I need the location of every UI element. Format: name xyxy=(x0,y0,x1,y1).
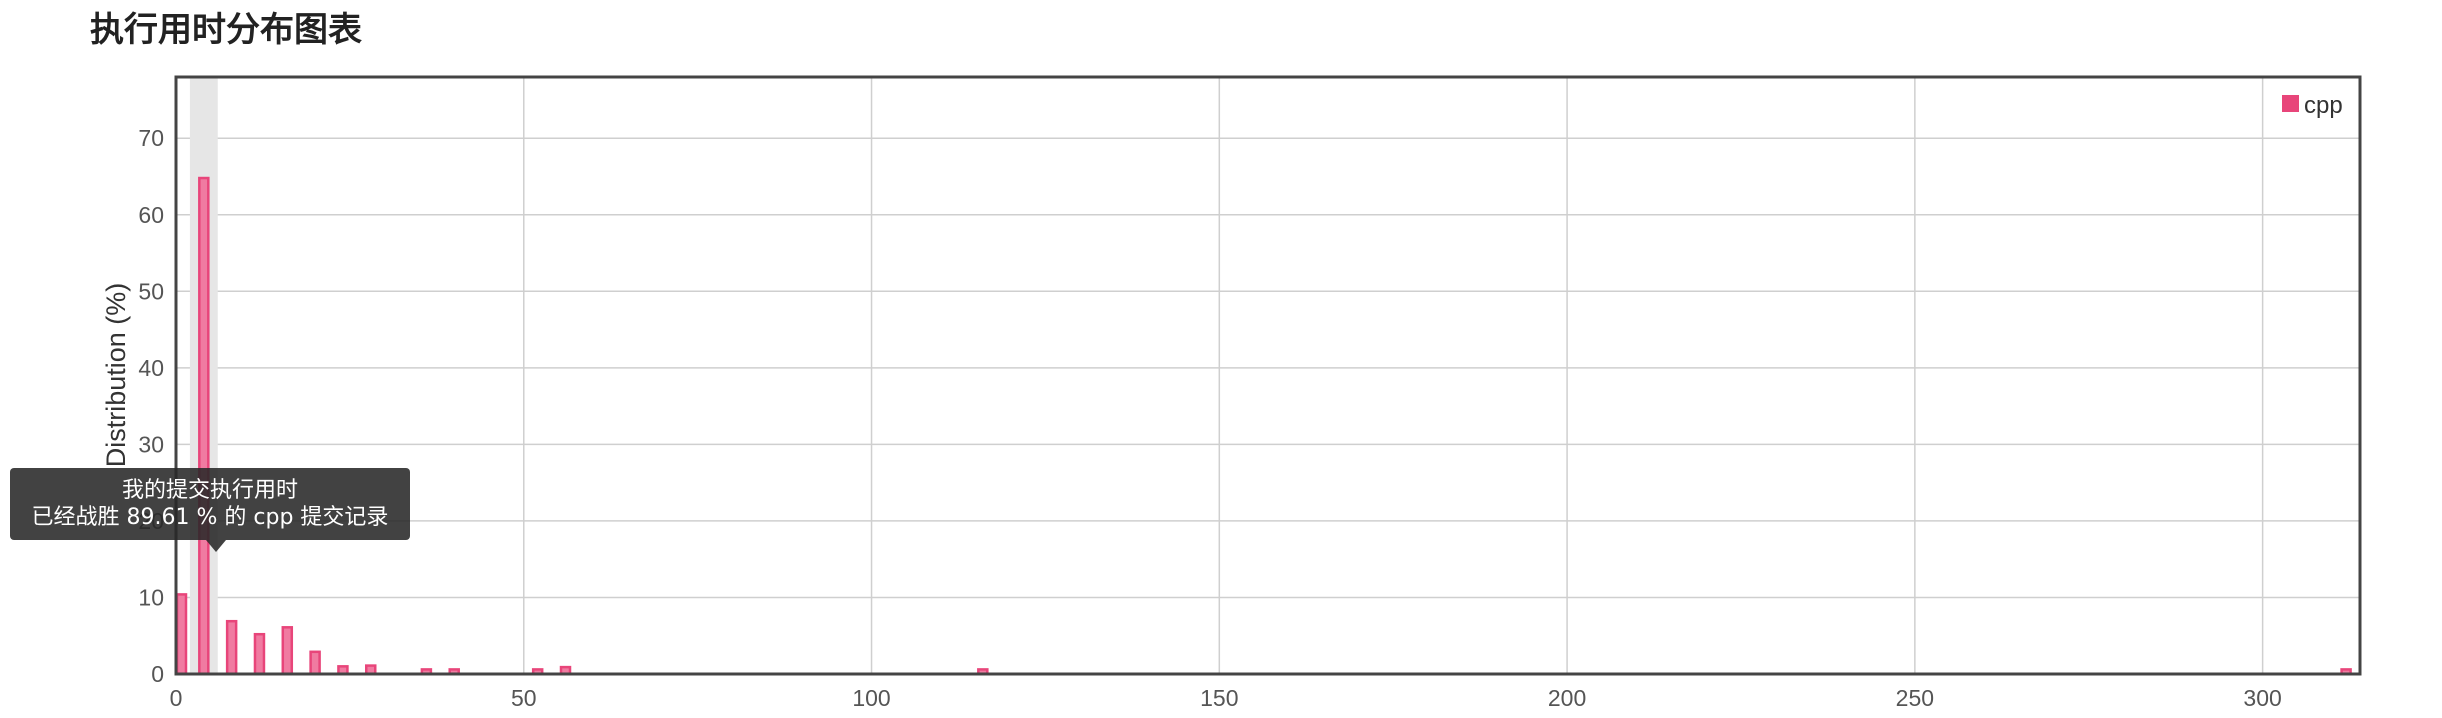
submission-tooltip: 我的提交执行用时 已经战胜 89.61 % 的 cpp 提交记录 xyxy=(10,468,410,552)
x-tick-label-2: 100 xyxy=(852,685,890,711)
y-tick-label-4: 40 xyxy=(138,355,164,381)
x-tick-label-1: 50 xyxy=(511,685,537,711)
tooltip-line-1: 我的提交执行用时 xyxy=(121,478,298,503)
x-tick-label-0: 0 xyxy=(170,685,183,711)
tooltip-line-2: 已经战胜 89.61 % 的 cpp 提交记录 xyxy=(31,505,389,530)
chart-grid xyxy=(176,77,2360,674)
bar-20[interactable] xyxy=(309,650,321,676)
y-tick-label-7: 70 xyxy=(138,125,164,151)
y-tick-label-3: 30 xyxy=(138,431,164,457)
legend-label-cpp: cpp xyxy=(2304,92,2343,119)
bar-4[interactable] xyxy=(198,176,210,676)
plot-frame xyxy=(174,75,2362,676)
legend-swatch-cpp xyxy=(2280,93,2301,114)
bars-layer xyxy=(175,176,2352,676)
tooltip-arrow xyxy=(206,540,226,552)
x-tick-label-4: 200 xyxy=(1548,685,1586,711)
bar-16[interactable] xyxy=(281,626,294,676)
y-tick-label-1: 10 xyxy=(138,584,164,610)
legend[interactable]: cpp xyxy=(2280,92,2343,119)
y-tick-label-5: 50 xyxy=(138,278,164,304)
x-tick-label-3: 150 xyxy=(1200,685,1238,711)
bar-0[interactable] xyxy=(175,593,188,676)
bar-12[interactable] xyxy=(253,632,266,676)
bar-8[interactable] xyxy=(225,619,238,676)
page-title: 执行用时分布图表 xyxy=(90,10,362,50)
tick-labels: 010203040506070050100150200250300 xyxy=(138,125,2281,711)
x-tick-label-5: 250 xyxy=(1896,685,1934,711)
y-tick-label-6: 60 xyxy=(138,202,164,228)
y-axis-label: Distribution (%) xyxy=(101,283,131,468)
y-tick-label-0: 0 xyxy=(151,661,164,687)
x-tick-label-6: 300 xyxy=(2243,685,2281,711)
